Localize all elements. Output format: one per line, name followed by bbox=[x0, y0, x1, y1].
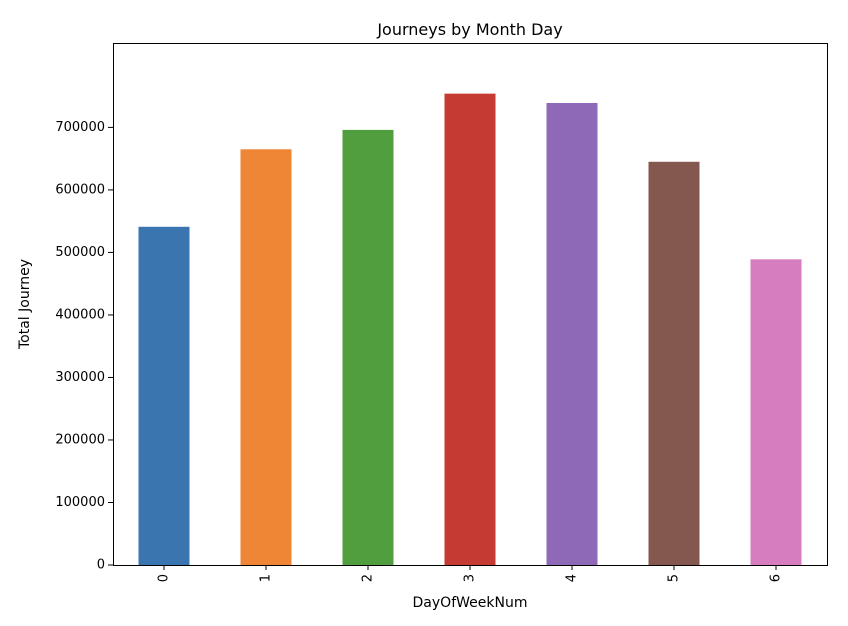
y-axis: 0 100000 200000 300000 400000 500000 600000 700… bbox=[55, 120, 113, 573]
y-tick-label: 500000 bbox=[55, 245, 105, 260]
y-axis-label: Total Journey bbox=[17, 259, 33, 350]
bar-6 bbox=[750, 259, 802, 565]
y-tick-label: 700000 bbox=[55, 120, 105, 135]
x-tick-label: 5 bbox=[667, 574, 682, 582]
bar-3 bbox=[444, 93, 496, 565]
bar-2 bbox=[342, 129, 394, 565]
chart-title: Journeys by Month Day bbox=[376, 20, 562, 39]
bars-layer bbox=[138, 93, 802, 566]
y-tick-label: 600000 bbox=[55, 182, 105, 197]
x-tick-label: 2 bbox=[361, 574, 376, 582]
y-tick-label: 200000 bbox=[55, 432, 105, 447]
x-tick-label: 0 bbox=[157, 574, 172, 582]
bar-1 bbox=[240, 149, 292, 565]
y-tick-label: 0 bbox=[97, 558, 105, 573]
bar-5 bbox=[648, 161, 700, 565]
bar-4 bbox=[546, 103, 598, 565]
y-tick-label: 100000 bbox=[55, 495, 105, 510]
x-tick-label: 4 bbox=[565, 574, 580, 582]
x-axis-label: DayOfWeekNum bbox=[413, 595, 528, 611]
y-tick-label: 400000 bbox=[55, 307, 105, 322]
x-tick-label: 1 bbox=[259, 574, 274, 582]
x-axis: 0 1 2 3 4 5 6 bbox=[157, 565, 784, 582]
bar-0 bbox=[138, 226, 190, 566]
x-tick-label: 3 bbox=[463, 574, 478, 582]
y-tick-label: 300000 bbox=[55, 370, 105, 385]
x-tick-label: 6 bbox=[769, 574, 784, 582]
